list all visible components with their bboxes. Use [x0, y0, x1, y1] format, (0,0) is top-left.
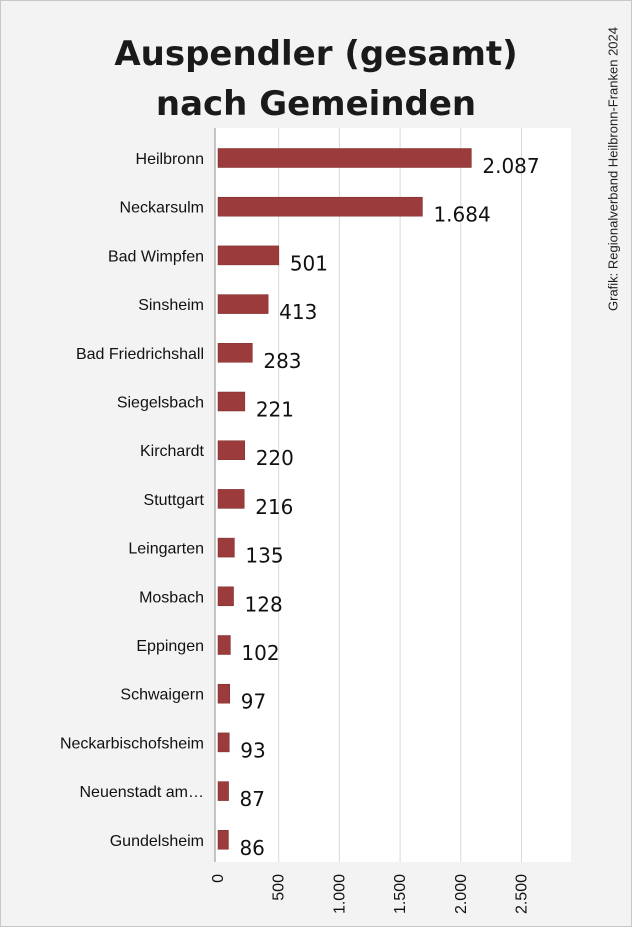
chart-title: Auspendler (gesamt) nach Gemeinden — [101, 29, 531, 129]
data-label: 501 — [290, 251, 328, 275]
data-label: 128 — [245, 592, 283, 616]
data-label: 283 — [263, 349, 301, 373]
data-label: 97 — [241, 690, 266, 714]
category-label: Heilbronn — [136, 151, 204, 168]
chart-title-line-2: nach Gemeinden — [155, 84, 477, 124]
bar — [217, 245, 280, 266]
category-label: Neckarbischofsheim — [60, 735, 204, 752]
bar — [217, 830, 229, 850]
category-label: Bad Wimpfen — [108, 248, 204, 265]
category-label: Neckarsulm — [120, 200, 204, 217]
category-label: Bad Friedrichshall — [76, 346, 204, 363]
data-label: 93 — [240, 738, 265, 762]
bar — [217, 683, 231, 704]
bar — [217, 635, 231, 655]
category-label: Sinsheim — [138, 297, 204, 314]
data-label: 413 — [279, 300, 317, 324]
data-label: 135 — [245, 544, 283, 568]
category-label: Schwaigern — [120, 687, 204, 704]
bar — [217, 391, 246, 412]
x-tick-label: 2.000 — [453, 874, 470, 914]
data-label: 216 — [255, 495, 293, 519]
category-label: Leingarten — [128, 541, 204, 558]
bar — [217, 148, 472, 168]
bar — [217, 732, 230, 753]
bar — [217, 440, 245, 460]
bar — [217, 586, 234, 607]
data-label: 87 — [240, 787, 265, 811]
bar — [217, 196, 423, 217]
category-labels: Heilbronn Neckarsulm Bad Wimpfen Sinsheim Ba… — [60, 151, 205, 850]
data-label: 221 — [256, 398, 294, 422]
category-label: Eppingen — [136, 638, 204, 655]
x-tick-label: 1.500 — [392, 874, 409, 914]
category-label: Gundelsheim — [110, 833, 204, 850]
data-label: 220 — [256, 446, 294, 470]
category-label: Neuenstadt am… — [79, 784, 204, 801]
chart-title-line-1: Auspendler (gesamt) — [114, 34, 518, 74]
bar — [217, 781, 229, 801]
data-labels: 2.087 1.684 501 413 283 221 220 216 135 128 102 97 9… — [239, 154, 539, 860]
category-label: Siegelsbach — [117, 395, 204, 412]
data-label: 2.087 — [482, 154, 539, 178]
data-label: 1.684 — [433, 203, 490, 227]
x-tick-labels: 0 500 1.000 1.500 2.000 2.500 — [210, 874, 531, 914]
bar — [217, 537, 235, 558]
x-tick-label: 1.000 — [331, 874, 348, 914]
bars — [217, 148, 472, 850]
bar — [217, 489, 245, 509]
x-tick-label: 500 — [271, 874, 288, 901]
x-tick-label: 0 — [210, 874, 227, 883]
category-label: Kirchardt — [140, 443, 205, 460]
x-tick-label: 2.500 — [514, 874, 531, 914]
bar — [217, 343, 253, 363]
bar — [217, 294, 269, 314]
category-label: Mosbach — [139, 589, 204, 606]
category-label: Stuttgart — [144, 492, 205, 509]
data-label: 86 — [239, 836, 264, 860]
data-label: 102 — [241, 641, 279, 665]
